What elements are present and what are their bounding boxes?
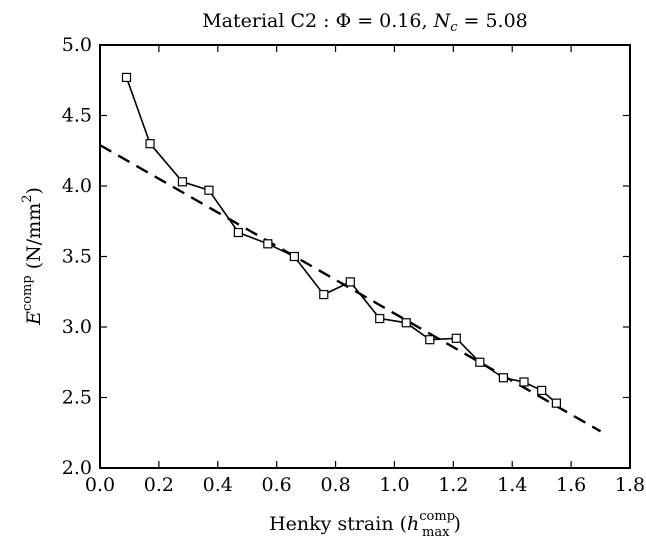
data-point-marker <box>204 185 214 195</box>
title-nc-symbol: N <box>433 10 452 32</box>
data-point-marker <box>145 139 155 149</box>
y-axis-label: Ecomp (N/mm2) <box>20 187 45 326</box>
title-nc-value: = 5.08 <box>457 10 527 32</box>
data-point-marker <box>519 377 529 387</box>
x-axis-label: Henky strain (hcomp max) <box>269 509 461 540</box>
x-tick-label: 1.4 <box>497 474 527 496</box>
data-point-marker <box>401 318 411 328</box>
title-phi-value: = 0.16, <box>351 10 433 32</box>
chart-title: Material C2 : Φ = 0.16, Nc = 5.08 <box>202 10 528 35</box>
x-tick-label: 0.2 <box>144 474 174 496</box>
data-point-marker <box>537 385 547 396</box>
y-label-e: E <box>23 311 45 326</box>
data-point-marker <box>177 177 188 187</box>
data-point-marker <box>121 72 132 83</box>
y-tick-label: 3.5 <box>62 246 92 268</box>
data-point-marker <box>233 227 243 238</box>
x-tick-label: 1.0 <box>379 474 409 496</box>
data-point-marker <box>475 357 485 367</box>
fit-line <box>99 144 602 433</box>
fit-line-layer <box>99 144 602 433</box>
x-label-close: ) <box>453 513 460 535</box>
y-tick-label: 4.5 <box>62 105 92 127</box>
y-tick-label: 4.0 <box>62 175 92 197</box>
y-label-sup: comp <box>20 275 35 311</box>
x-tick-label: 1.2 <box>438 474 468 496</box>
x-label-sup: comp <box>419 509 455 524</box>
x-label-prefix: Henky strain ( <box>269 513 407 535</box>
y-label-units: (N/mm <box>23 203 45 276</box>
title-prefix: Material C2 : <box>202 10 335 32</box>
x-tick-label: 0.8 <box>320 474 350 496</box>
x-tick-label: 1.8 <box>615 474 645 496</box>
marker-layer <box>121 72 561 408</box>
tick-layer: 0.0 0.2 0.4 0.6 0.8 1.0 1.2 1.4 1.6 1.8 2.0 2.5 3.0 3… <box>62 34 645 496</box>
data-point-marker <box>498 373 508 383</box>
data-point-marker <box>263 239 273 249</box>
data-point-marker <box>345 277 355 287</box>
data-point-marker <box>425 335 435 345</box>
series-layer <box>125 77 557 404</box>
y-label-close: ) <box>23 187 45 194</box>
y-tick-label: 3.0 <box>62 316 92 338</box>
x-tick-label: 0.0 <box>85 474 115 496</box>
y-label-units-sup: 2 <box>20 194 35 202</box>
title-nc-subscript: c <box>450 20 458 35</box>
y-tick-label: 5.0 <box>62 34 92 56</box>
x-label-sub: max <box>422 525 450 540</box>
data-point-marker <box>451 333 461 343</box>
plot-frame <box>99 44 631 469</box>
data-point-marker <box>375 313 385 324</box>
title-phi-symbol: Φ <box>336 10 352 32</box>
x-tick-label: 0.4 <box>203 474 233 496</box>
data-point-marker <box>551 398 561 408</box>
y-tick-label: 2.0 <box>62 457 92 479</box>
data-point-marker <box>319 289 329 300</box>
y-tick-label: 2.5 <box>62 387 92 409</box>
data-series-line <box>125 77 557 404</box>
data-point-marker <box>289 251 299 262</box>
x-tick-label: 0.6 <box>262 474 292 496</box>
x-label-h: h <box>407 513 419 535</box>
x-tick-label: 1.6 <box>556 474 586 496</box>
